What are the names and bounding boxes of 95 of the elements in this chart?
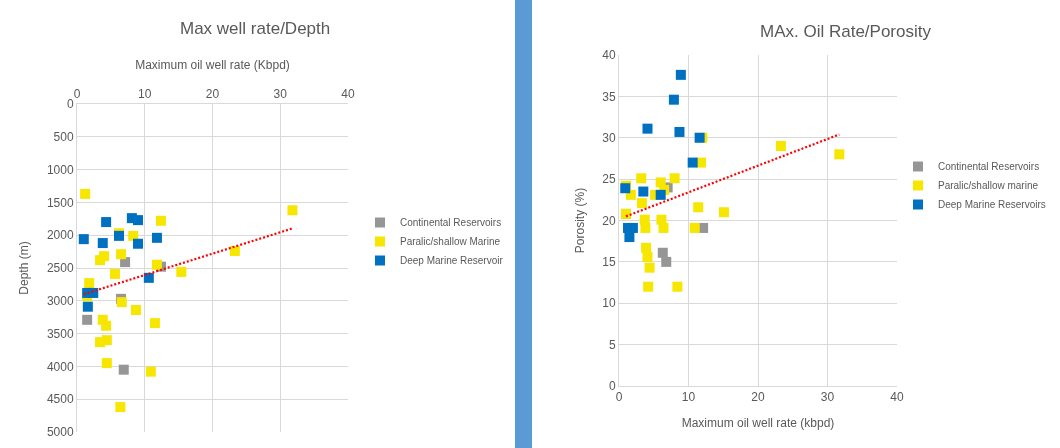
point (636, 198, 647, 209)
x-tick-label: 30 (820, 390, 835, 405)
point (97, 238, 108, 249)
point (84, 278, 95, 289)
point (115, 402, 126, 413)
point (718, 207, 729, 218)
point (176, 266, 187, 277)
y-tick-label: 4000 (46, 359, 74, 374)
point (132, 215, 143, 226)
point (132, 238, 143, 249)
point (775, 141, 786, 152)
x-tick-label: 10 (138, 87, 152, 102)
legend-label: Continental Reservoirs (938, 161, 1040, 173)
legend-label: Paralic/shallow Marine (400, 236, 501, 248)
y-axis-title: Depth (m) (17, 241, 32, 295)
point (689, 222, 700, 233)
point (661, 256, 672, 267)
x-tick-label: 10 (681, 390, 696, 405)
legend-label: Paralic/shallow marine (938, 180, 1039, 192)
point (834, 149, 845, 160)
point (636, 173, 647, 184)
y-tick-label: 40 (602, 48, 616, 63)
x-tick-label: 20 (205, 87, 220, 102)
x-tick-label: 20 (751, 390, 765, 405)
point (128, 230, 139, 241)
point (642, 123, 653, 134)
point (672, 281, 683, 292)
point (82, 301, 93, 312)
point (641, 242, 652, 253)
point (101, 358, 112, 369)
y-tick-label: 35 (602, 89, 616, 104)
y-tick-label: 4500 (46, 392, 74, 407)
x-axis-title: Maximum oil well rate (Kbpd) (135, 57, 290, 72)
point (655, 189, 666, 200)
x-tick-label: 40 (341, 87, 355, 102)
point (101, 217, 112, 228)
point (101, 320, 112, 331)
point (151, 259, 162, 270)
x-tick-label: 30 (273, 87, 288, 102)
y-tick-label: 3000 (46, 294, 74, 308)
point (624, 232, 635, 243)
point (642, 251, 653, 262)
y-tick-label: 2000 (46, 228, 74, 243)
x-axis-title: Maximum oil well rate (kbpd) (681, 416, 835, 431)
y-tick-label: 3500 (46, 326, 74, 341)
point (693, 202, 704, 213)
point (109, 268, 120, 279)
legend-label: Deep Marine Reservoirs (938, 199, 1046, 211)
y-tick-label: 0 (608, 379, 616, 394)
y-tick-label: 25 (602, 172, 616, 187)
point (687, 157, 698, 168)
point (657, 247, 668, 258)
y-tick-label: 10 (602, 296, 616, 311)
point (151, 232, 162, 243)
point (82, 314, 93, 325)
chart-title: MAx. Oil Rate/Porosity (760, 22, 932, 41)
point (156, 215, 167, 226)
point (78, 234, 89, 245)
point (639, 214, 650, 225)
y-tick-label: 5000 (46, 425, 74, 440)
x-tick-label: 40 (890, 390, 904, 405)
point (149, 318, 160, 329)
point (669, 173, 680, 184)
legend-label: Continental Reservoirs (400, 217, 502, 229)
y-tick-label: 500 (53, 130, 74, 144)
point (143, 272, 154, 283)
point (675, 69, 686, 80)
y-tick-label: 1000 (46, 162, 74, 177)
y-axis-title: Porosity (%) (572, 187, 587, 254)
point (229, 245, 240, 256)
y-tick-label: 1500 (46, 195, 74, 210)
point (116, 249, 127, 260)
point (668, 94, 679, 105)
point (80, 188, 91, 199)
point (287, 205, 298, 216)
y-tick-label: 0 (66, 97, 74, 112)
y-tick-label: 30 (602, 130, 616, 145)
point (638, 186, 649, 197)
legend-label: Deep Marine Reservoir (400, 255, 504, 267)
chart-title: Max well rate/Depth (180, 19, 331, 38)
point (145, 366, 156, 377)
point (643, 281, 654, 292)
point (118, 364, 129, 375)
point (95, 255, 106, 266)
point (627, 222, 638, 233)
y-tick-label: 15 (602, 255, 616, 270)
y-tick-label: 20 (602, 213, 616, 228)
point (644, 262, 655, 273)
point (116, 297, 127, 308)
y-tick-label: 5 (608, 337, 616, 352)
point (130, 304, 141, 315)
point (101, 335, 112, 346)
point (674, 126, 685, 137)
point (658, 222, 669, 233)
y-tick-label: 2500 (46, 261, 74, 276)
